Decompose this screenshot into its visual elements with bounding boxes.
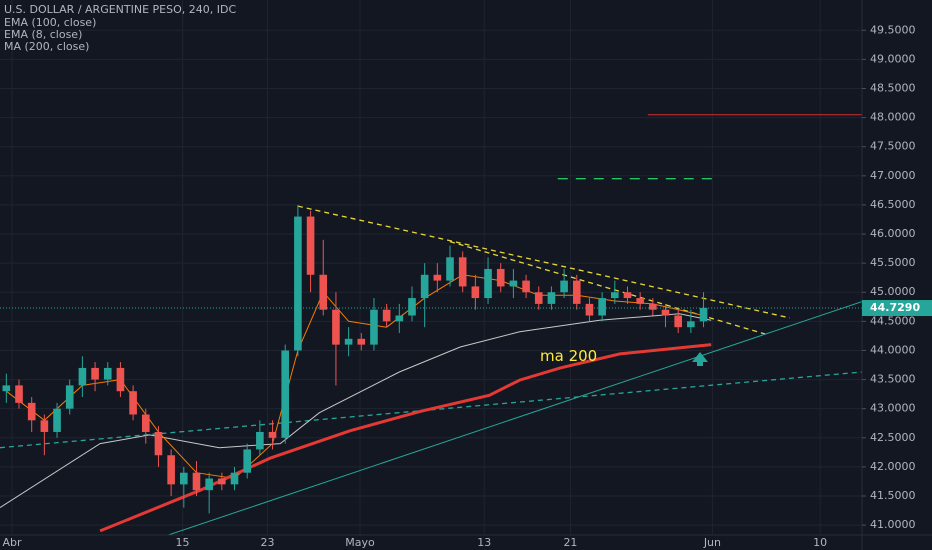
y-tick-label: 41.5000 [870,489,916,502]
y-tick-label: 44.0000 [870,343,916,356]
candle-body [141,414,150,432]
plot-area: ma 200 [0,114,862,535]
candle-body [230,472,239,485]
y-tick-label: 49.0000 [870,52,916,65]
candle-body [484,268,492,299]
candle-body [649,303,657,310]
candle-body [547,292,556,304]
x-tick-label: 21 [563,536,577,549]
candle-body [458,257,467,287]
candle-body [91,367,99,380]
candle-body [534,292,543,304]
candle-body [433,274,442,281]
candle-body [243,449,251,473]
candle-body [205,478,213,491]
candle-body [611,292,619,299]
candle-body [420,274,429,299]
y-tick-label: 47.5000 [870,140,916,153]
legend-entry: EMA (8, close) [4,28,82,41]
candle-body [408,298,416,316]
candle-body [661,309,670,316]
candle-body [585,303,594,316]
arrow-icon [692,352,708,366]
candle-body [395,315,404,322]
last-price-label: 44.7290 [870,301,920,314]
candle-body [281,350,290,438]
x-tick-label: Jun [703,536,721,549]
y-tick-label: 44.5000 [870,314,916,327]
y-tick-label: 43.5000 [870,373,916,386]
candle-body [116,367,125,392]
x-tick-label: 10 [813,536,827,549]
y-tick-label: 48.0000 [870,111,916,124]
y-tick-label: 47.0000 [870,169,916,182]
candle-body [699,307,708,322]
candle-body [65,385,74,409]
candle-body [27,402,36,421]
candle-body [218,478,226,485]
x-tick-label: 13 [477,536,491,549]
legend-entry: EMA (100, close) [4,16,96,29]
candle-body [674,315,682,328]
candle-body [509,280,518,287]
trend-line [297,205,790,319]
candle-body [332,309,340,345]
candle-body [40,420,49,432]
x-tick-label: Abr [3,536,23,549]
candle-body [15,385,23,403]
candle-body [522,280,530,293]
candle-body [129,391,137,415]
candle-body [180,472,188,485]
candle-body [2,385,11,392]
chart-title: U.S. DOLLAR / ARGENTINE PESO, 240, IDC [4,3,236,16]
y-tick-label: 41.0000 [870,518,916,531]
candle-body [446,257,454,281]
candle-body [344,338,353,345]
y-tick-label: 45.5000 [870,256,916,269]
y-tick-label: 48.5000 [870,81,916,94]
candle-body [560,280,568,293]
candle-body [167,455,175,485]
y-tick-label: 45.0000 [870,285,916,298]
candle-body [370,309,378,345]
last-price-box [862,300,932,317]
candle-body [256,431,264,450]
y-tick-label: 49.5000 [870,23,916,36]
y-tick-label: 46.5000 [870,198,916,211]
candle-body [306,216,315,275]
candle-body [687,321,695,328]
trend-line [449,240,770,336]
legend-entry: MA (200, close) [4,40,89,53]
y-tick-label: 46.0000 [870,227,916,240]
candle-body [268,431,277,438]
x-tick-label: Mayo [345,536,375,549]
indicator-line [0,313,712,509]
candle-body [319,274,328,310]
axes: 41.0000 41.5000 42.0000 42.5000 43.0000 43.50… [3,23,932,549]
candle-body [154,431,163,456]
grid [0,0,862,535]
x-tick-label: 23 [260,536,274,549]
x-tick-label: 15 [176,536,190,549]
candle-body [572,280,581,304]
candle-body [623,292,632,299]
candle-body [471,286,480,299]
candle-body [636,298,644,304]
trend-line [166,301,862,535]
candle-body [103,367,112,380]
candle-body [496,268,505,287]
candle-body [357,338,366,345]
y-tick-label: 43.0000 [870,402,916,415]
candle-body [382,309,391,322]
y-tick-label: 42.5000 [870,431,916,444]
annotation: ma 200 [540,347,597,365]
candle-body [294,216,302,351]
y-tick-label: 42.0000 [870,460,916,473]
candle-body [78,367,87,386]
candle-body [53,408,61,432]
candle-body [192,472,201,491]
candle-body [598,298,606,316]
